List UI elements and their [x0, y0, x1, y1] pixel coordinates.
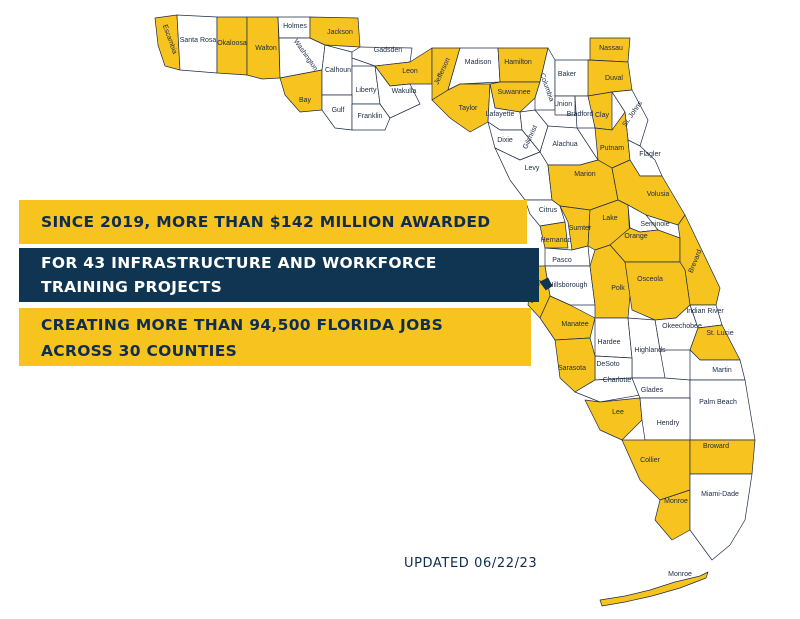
updated-date: UPDATED 06/22/23 [404, 556, 538, 571]
county-label-madison: Madison [465, 59, 492, 66]
projects-banner: FOR 43 INFRASTRUCTURE AND WORKFORCE TRAI… [19, 248, 539, 302]
county-label-volusia: Volusia [647, 191, 670, 198]
county-label-dixie: Dixie [497, 137, 513, 144]
county-label-marion: Marion [574, 171, 596, 178]
county-label-hamilton: Hamilton [504, 59, 532, 66]
county-label-sumter: Sumter [569, 225, 592, 232]
jobs-banner-line-1: CREATING MORE THAN 94,500 FLORIDA JOBS [41, 316, 444, 334]
county-label-jackson: Jackson [327, 29, 353, 36]
county-jackson [309, 16, 361, 48]
county-collier [621, 439, 691, 501]
county-label-monroe: Monroe [664, 498, 688, 505]
county-label-palm-beach: Palm Beach [699, 399, 737, 406]
county-martin [689, 349, 746, 381]
county-label-monroe: Monroe [668, 571, 692, 578]
county-label-manatee: Manatee [561, 321, 588, 328]
county-label-gadsden: Gadsden [374, 47, 403, 54]
county-label-clay: Clay [595, 112, 610, 119]
county-union [554, 95, 576, 116]
county-monroe [654, 489, 691, 541]
county-osceola [624, 261, 691, 321]
county-label-okaloosa: Okaloosa [217, 40, 247, 47]
county-label-bradford: Bradford [567, 111, 594, 118]
county-label-union: Union [554, 101, 572, 108]
county-santa-rosa [176, 14, 218, 74]
county-label-wakulla: Wakulla [392, 88, 417, 95]
tampa-bay-marker [539, 277, 553, 291]
county-label-st-lucie: St. Lucie [706, 330, 733, 337]
county-label-orange: Orange [624, 233, 647, 240]
county-label-gulf: Gulf [332, 107, 345, 114]
county-label-martin: Martin [712, 367, 732, 374]
county-label-sarasota: Sarasota [558, 365, 586, 372]
county-label-baker: Baker [558, 71, 577, 78]
county-label-lafayette: Lafayette [486, 111, 515, 118]
county-label-leon: Leon [402, 68, 418, 75]
jobs-banner-line-2: ACROSS 30 COUNTIES [41, 342, 238, 360]
county-hardee [594, 317, 633, 359]
county-label-holmes: Holmes [283, 23, 307, 30]
county-label-citrus: Citrus [539, 207, 558, 214]
county-miami-dade [689, 473, 753, 561]
county-baker [554, 59, 591, 97]
county-label-lee: Lee [612, 409, 624, 416]
county-escambia [154, 14, 181, 71]
county-pasco [544, 245, 591, 267]
county-label-hendry: Hendry [657, 420, 680, 427]
county-label-hillsborough: Hillsborough [549, 282, 588, 289]
county-label-polk: Polk [611, 285, 625, 292]
jobs-banner: CREATING MORE THAN 94,500 FLORIDA JOBS A… [19, 308, 531, 366]
county-label-glades: Glades [641, 387, 664, 394]
county-label-indian-river: Indian River [686, 308, 724, 315]
county-label-santa-rosa: Santa Rosa [180, 37, 217, 44]
county-label-okeechobee: Okeechobee [662, 323, 702, 330]
county-bay [279, 69, 323, 113]
county-label-alachua: Alachua [552, 141, 577, 148]
county-label-collier: Collier [640, 457, 661, 464]
county-walton [246, 16, 281, 80]
county-label-highlands: Highlands [634, 347, 666, 354]
county-label-charlotte: Charlotte [603, 377, 632, 384]
county-madison [447, 47, 501, 91]
county-label-liberty: Liberty [355, 87, 377, 94]
county-label-franklin: Franklin [358, 113, 383, 120]
county-label-osceola: Osceola [637, 276, 663, 283]
county-palm-beach [689, 379, 756, 441]
county-label-bay: Bay [299, 97, 312, 104]
county-hendry [639, 397, 691, 441]
county-label-broward: Broward [703, 443, 729, 450]
county-monroe [599, 571, 709, 607]
county-label-duval: Duval [605, 75, 623, 82]
county-hernando [539, 221, 569, 249]
county-label-levy: Levy [525, 165, 540, 172]
county-label-hernando: Hernando [541, 237, 572, 244]
county-marion [547, 159, 619, 211]
county-lee [584, 397, 643, 441]
county-label-calhoun: Calhoun [325, 67, 351, 74]
county-label-lake: Lake [602, 215, 617, 222]
projects-banner-line-2: TRAINING PROJECTS [41, 278, 223, 296]
county-wakulla [374, 65, 421, 119]
funding-banner: SINCE 2019, MORE THAN $142 MILLION AWARD… [19, 200, 527, 244]
funding-banner-text: SINCE 2019, MORE THAN $142 MILLION AWARD… [41, 213, 491, 231]
county-label-pasco: Pasco [552, 257, 572, 264]
county-label-taylor: Taylor [459, 105, 478, 112]
county-label-walton: Walton [255, 45, 277, 52]
county-label-suwannee: Suwannee [497, 89, 530, 96]
county-label-desoto: DeSoto [596, 361, 619, 368]
county-label-flagler: Flagler [639, 151, 661, 158]
county-label-miami-dade: Miami-Dade [701, 491, 739, 498]
projects-banner-line-1: FOR 43 INFRASTRUCTURE AND WORKFORCE [41, 254, 437, 272]
county-label-putnam: Putnam [600, 145, 624, 152]
county-franklin [351, 103, 391, 131]
county-label-hardee: Hardee [598, 339, 621, 346]
county-label-nassau: Nassau [599, 45, 623, 52]
county-label-seminole: Seminole [640, 221, 669, 228]
county-gulf [321, 94, 353, 131]
county-suwannee [489, 81, 541, 113]
